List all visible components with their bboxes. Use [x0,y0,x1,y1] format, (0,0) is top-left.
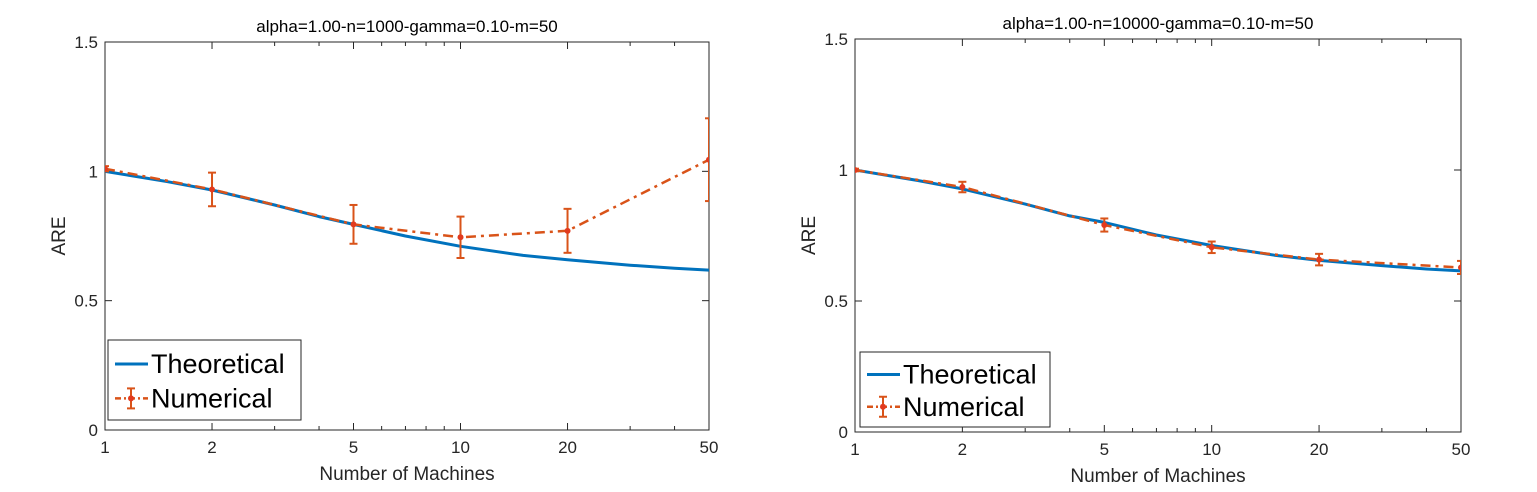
legend-marker [880,403,886,410]
data-point [564,227,571,234]
x-tick-label: 5 [349,438,358,457]
y-tick-label: 0.5 [74,292,98,311]
x-tick-label: 20 [1310,440,1329,459]
data-point [105,165,108,172]
plot-area-frame [854,38,1462,433]
data-point [959,184,966,191]
x-axis-label: Number of Machines [1070,466,1245,487]
legend-label-theoretical: Theoretical [903,360,1037,390]
x-tick-label: 1 [850,440,859,459]
y-tick-label: 0 [89,421,98,440]
legend-label-numerical: Numerical [151,383,273,413]
y-axis-label: ARE [799,216,820,255]
data-point [457,234,464,241]
y-tick-label: 0.5 [824,292,848,311]
y-axis-label: ARE [49,216,70,255]
plot-region [105,117,709,272]
legend: Theoretical Numerical [107,339,302,421]
plot-area-frame [104,41,710,431]
series-line-numerical [105,158,709,239]
data-point [1101,222,1108,229]
x-tick-label: 2 [207,438,216,457]
legend-box [107,339,302,421]
x-axis-label: Number of Machines [319,464,494,485]
chart-panel-1: 1 2 5 10 20 50 0 0.5 1 1.5 alpha=1.00-n=1000-gamma… [49,17,718,485]
x-tick-label: 20 [558,438,577,457]
x-tick-label: 50 [700,438,719,457]
chart-title: alpha=1.00-n=10000-gamma=0.10-m=50 [1003,14,1314,33]
y-tick-label: 1.5 [824,30,848,49]
x-tick-label: 5 [1100,440,1109,459]
data-point [1316,256,1323,263]
x-tick-label: 50 [1452,440,1471,459]
y-tick-label: 0 [839,423,848,442]
legend-box [859,351,1051,428]
y-tick-label: 1 [89,162,98,181]
y-tick-label: 1.5 [74,33,98,52]
x-tick-label: 1 [100,438,109,457]
plot-region [855,167,1461,276]
legend-label-theoretical: Theoretical [151,349,285,379]
chart-panel-2: 1 2 5 10 20 50 0 0.5 1 1.5 alpha=1.00-n=10000-gamm… [799,14,1470,487]
chart-title: alpha=1.00-n=1000-gamma=0.10-m=50 [256,17,558,36]
legend-label-numerical: Numerical [903,392,1025,422]
data-point [706,156,709,163]
data-point [209,186,216,193]
series-line-numerical [855,168,1461,269]
data-point [855,167,858,173]
data-point [350,221,357,228]
y-tick-label: 1 [839,161,848,180]
x-tick-label: 2 [958,440,967,459]
data-point [1458,264,1461,271]
data-point [1208,244,1215,251]
x-tick-label: 10 [1202,440,1221,459]
x-tick-label: 10 [451,438,470,457]
legend-marker [128,395,134,402]
